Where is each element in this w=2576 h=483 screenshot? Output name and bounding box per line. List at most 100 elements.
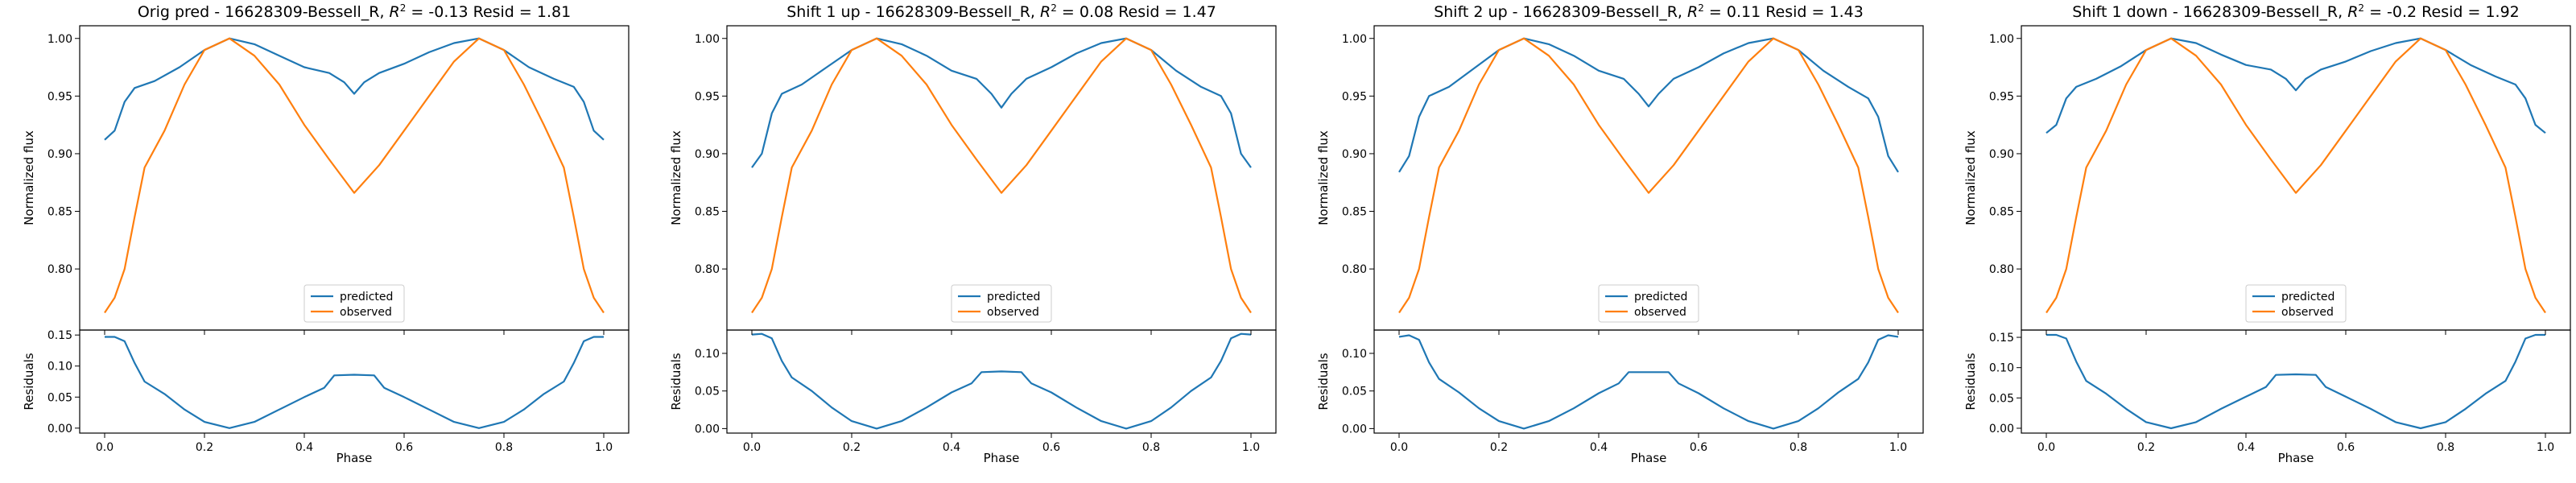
subplot-1: Orig pred - 16628309-Bessell_R, R2 = -0.… [22,2,630,465]
y-tick-label: 0.05 [1989,392,2014,405]
legend-box [951,284,1052,323]
y-tick-label: 0.90 [47,148,72,161]
subplot-4: Shift 1 down - 16628309-Bessell_R, R2 = … [1963,2,2571,465]
bottom-axes-frame [2021,329,2571,434]
legend-label-observed: observed [2281,306,2334,319]
x-tick-label: 0.0 [1390,441,1408,454]
y-tick-label: 1.00 [1989,33,2014,46]
y-axis-label-flux: Normalized flux [1963,130,1978,225]
subplot-3: Shift 2 up - 16628309-Bessell_R, R2 = 0.… [1316,2,1924,465]
x-tick-label: 0.6 [395,441,413,454]
series-observed [751,37,1252,314]
series-residual [1398,334,1899,430]
y-tick-label: 0.00 [1989,423,2014,436]
y-axis-label-flux: Normalized flux [669,130,683,225]
y-tick-label: 1.00 [47,33,72,46]
bottom-axes: 0.00 0.05 0.10 Residuals [669,329,1277,436]
y-axis-label-residuals: Residuals [669,353,683,410]
y-tick-label: 0.95 [1989,90,2014,103]
legend: predicted observed [2245,284,2347,323]
y-tick-label: 0.80 [1342,263,1367,276]
x-tick-label: 0.2 [2137,441,2155,454]
bottom-axes-frame [726,329,1277,434]
x-tick-label: 0.2 [1490,441,1508,454]
legend-label-observed: observed [1634,306,1686,319]
x-tick-label: 0.8 [495,441,513,454]
x-tick-label: 0.4 [2237,441,2255,454]
legend: predicted observed [951,284,1052,323]
bottom-axes: 0.00 0.05 0.10 Residuals [1316,329,1924,436]
y-tick-label: 0.85 [47,206,72,219]
x-tick-label: 0.4 [1590,441,1608,454]
bottom-axes: 0.00 0.05 0.10 0.15 Residuals [22,329,630,436]
subplot-2: Shift 1 up - 16628309-Bessell_R, R2 = 0.… [669,2,1277,465]
y-tick-label: 0.90 [695,148,720,161]
x-tick-label: 0.4 [295,441,313,454]
x-axis-label: Phase [1631,451,1667,465]
top-axes-frame [1373,25,1924,331]
x-tick-label: 0.8 [1790,441,1807,454]
x-tick-label: 0.2 [843,441,861,454]
legend-box [303,284,405,323]
series-residual [2046,333,2545,430]
y-tick-label: 0.10 [47,361,72,374]
bottom-axes: 0.00 0.05 0.10 0.15 Residuals [1963,329,2571,436]
top-axes: 0.80 0.85 0.90 0.95 1.00 Normalized flux [22,25,630,331]
y-tick-label: 0.10 [1989,362,2014,375]
bottom-axes-frame [79,329,630,434]
y-tick-label: 0.10 [1342,348,1367,361]
x-axis-label: Phase [2278,451,2314,465]
y-axis-label-flux: Normalized flux [22,130,36,225]
y-axis-label-residuals: Residuals [1963,353,1978,410]
top-axes: 0.80 0.85 0.90 0.95 1.00 Normalized flux [1316,25,1924,331]
legend-label-predicted: predicted [1634,291,1687,303]
subplot-title: Shift 1 up - 16628309-Bessell_R, R2 = 0.… [786,2,1216,21]
legend: predicted observed [1598,284,1699,323]
y-tick-label: 0.95 [1342,90,1367,103]
legend-box [2245,284,2347,323]
subplot-title: Shift 1 down - 16628309-Bessell_R, R2 = … [2072,2,2520,21]
y-tick-label: 0.80 [47,263,72,276]
x-tick-label: 0.0 [743,441,761,454]
legend-label-observed: observed [987,306,1039,319]
series-observed [104,37,605,314]
series-predicted [2046,37,2546,134]
y-tick-label: 0.85 [695,206,720,219]
legend-label-predicted: predicted [2281,291,2334,303]
top-axes-frame [726,25,1277,331]
series-predicted [104,37,605,141]
series-predicted [751,37,1252,168]
x-tick-label: 0.8 [2437,441,2454,454]
top-axes: 0.80 0.85 0.90 0.95 1.00 Normalized flux [669,25,1277,331]
x-tick-label: 0.4 [943,441,960,454]
bottom-axes-frame [1373,329,1924,434]
top-axes: 0.80 0.85 0.90 0.95 1.00 Normalized flux [1963,25,2571,331]
legend-label-predicted: predicted [987,291,1040,303]
y-tick-label: 0.85 [1342,206,1367,219]
y-tick-label: 0.00 [1342,423,1367,436]
top-axes-frame [2021,25,2571,331]
x-tick-label: 0.8 [1142,441,1160,454]
y-axis-label-flux: Normalized flux [1316,130,1331,225]
y-tick-label: 0.05 [47,391,72,404]
y-tick-label: 0.80 [1989,263,2014,276]
x-tick-label: 0.6 [2337,441,2355,454]
series-residual [105,336,604,429]
subplot-title: Orig pred - 16628309-Bessell_R, R2 = -0.… [138,2,571,21]
y-tick-label: 0.80 [695,263,720,276]
y-tick-label: 0.05 [695,386,720,398]
y-axis-label-residuals: Residuals [1316,353,1331,410]
y-tick-label: 0.95 [695,90,720,103]
subplot-title: Shift 2 up - 16628309-Bessell_R, R2 = 0.… [1434,2,1864,21]
legend: predicted observed [303,284,405,323]
y-tick-label: 0.15 [47,329,72,342]
y-tick-label: 0.10 [695,348,720,361]
x-tick-label: 0.6 [1042,441,1060,454]
y-tick-label: 0.85 [1989,206,2014,219]
x-tick-label: 1.0 [1889,441,1907,454]
x-tick-label: 1.0 [2537,441,2554,454]
top-axes-frame [79,25,630,331]
series-observed [1398,37,1899,314]
y-tick-label: 0.90 [1342,148,1367,161]
